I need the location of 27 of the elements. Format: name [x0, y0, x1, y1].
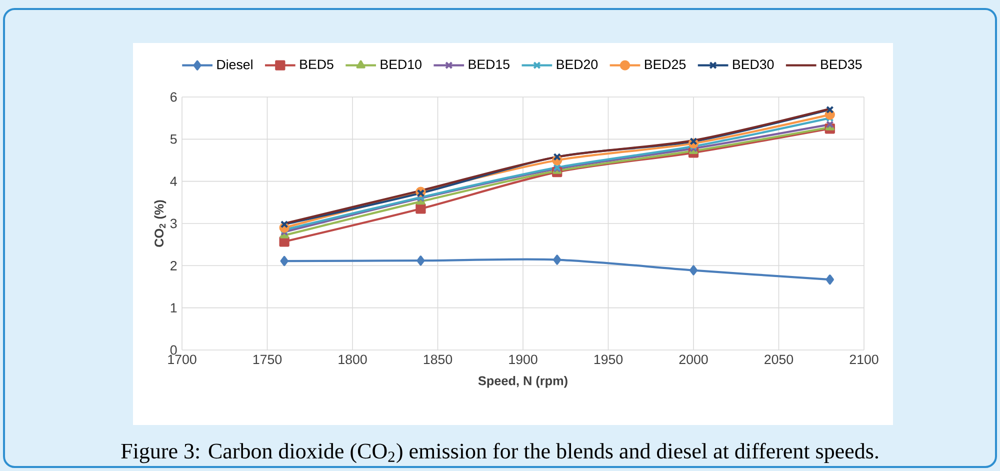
x-tick-label: 1700 — [168, 354, 196, 364]
y-tick-label: 2 — [170, 261, 177, 270]
x-tick-label: 1950 — [594, 354, 623, 364]
y-tick-label: 6 — [170, 92, 177, 102]
x-axis-title: Speed, N (rpm) — [478, 376, 568, 388]
y-tick-label: 0 — [170, 345, 177, 355]
x-tick-label: 2000 — [679, 354, 708, 364]
legend-label: BED15 — [468, 60, 510, 70]
x-tick-label: 2100 — [850, 354, 878, 364]
y-axis-title: CO$_{2}$ (%) — [154, 200, 166, 247]
x-tick-label: 2050 — [764, 354, 794, 364]
x-tick-label: 1750 — [253, 354, 282, 364]
x-tick-label: 1900 — [509, 354, 538, 364]
legend-label: BED20 — [556, 60, 598, 70]
caption: Figure 3: Carbon dioxide (CO$_{2}$) emission for the blends and diesel at different speeds. — [121, 442, 878, 464]
legend-label: Diesel — [217, 60, 252, 70]
legend-label: BED5 — [300, 60, 334, 70]
y-tick-label: 4 — [170, 176, 177, 186]
y-tick-label: 5 — [170, 134, 177, 144]
y-tick-label: 1 — [170, 303, 177, 312]
y-tick-label: 3 — [170, 218, 177, 228]
legend-label: BED35 — [821, 60, 862, 70]
x-tick-label: 1800 — [338, 354, 367, 364]
legend-label: BED10 — [380, 60, 422, 70]
legend-label: BED25 — [644, 60, 686, 70]
legend-label: BED30 — [733, 60, 774, 70]
x-tick-label: 1850 — [424, 354, 452, 364]
